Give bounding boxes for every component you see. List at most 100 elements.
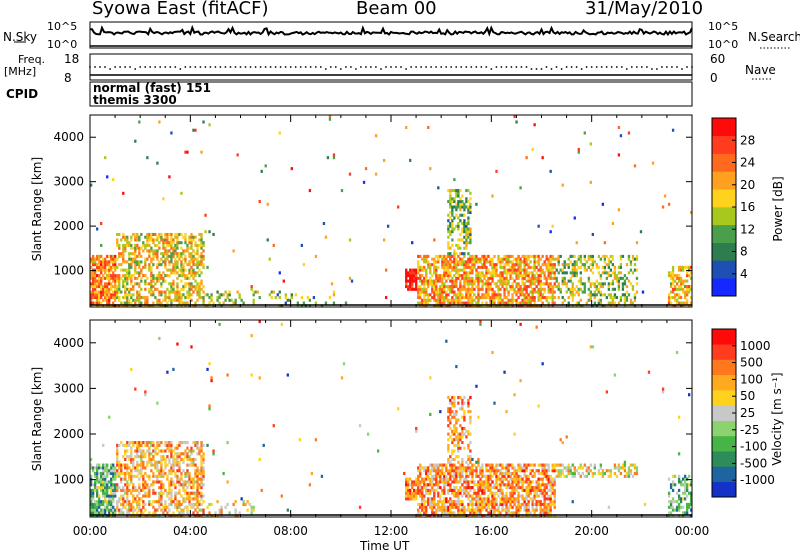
- heatmap-cell: [487, 268, 490, 272]
- heatmap-cell: [186, 301, 189, 305]
- heatmap-cell: [497, 488, 500, 492]
- heatmap-cell: [174, 491, 177, 495]
- heatmap-cell: [455, 365, 458, 369]
- heatmap-cell: [138, 246, 141, 250]
- heatmap-cell: [421, 486, 424, 490]
- heatmap-cell: [569, 254, 572, 258]
- heatmap-cell: [465, 477, 468, 481]
- heatmap-cell: [429, 279, 432, 283]
- heatmap-cell: [116, 486, 119, 490]
- heatmap-cell: [447, 446, 450, 450]
- heatmap-cell: [124, 505, 127, 509]
- heatmap-cell: [527, 483, 530, 487]
- heatmap-cell: [419, 463, 422, 467]
- heatmap-cell: [667, 494, 671, 498]
- heatmap-cell: [102, 443, 105, 447]
- heatmap-cell: [202, 511, 205, 515]
- heatmap-cell: [487, 500, 490, 504]
- heatmap-cell: [172, 246, 175, 250]
- heatmap-cell: [511, 505, 514, 509]
- heatmap-cell: [192, 260, 195, 264]
- heatmap-cell: [679, 285, 683, 289]
- heatmap-cell: [543, 497, 546, 501]
- heatmap-cell: [92, 257, 95, 261]
- heatmap-cell: [152, 254, 155, 258]
- heatmap-cell: [104, 265, 107, 269]
- heatmap-cell: [485, 483, 488, 487]
- heatmap-cell: [445, 500, 448, 504]
- heatmap-cell: [160, 474, 163, 478]
- heatmap-cell: [162, 505, 165, 509]
- heatmap-cell: [629, 263, 633, 267]
- heatmap-cell: [102, 304, 105, 308]
- heatmap-cell: [106, 471, 109, 476]
- heatmap-cell: [449, 426, 452, 431]
- heatmap-cell: [198, 449, 201, 453]
- heatmap-cell: [463, 221, 466, 226]
- heatmap-cell: [116, 274, 119, 278]
- heatmap-cell: [176, 238, 179, 242]
- heatmap-cell: [467, 494, 470, 498]
- heatmap-cell: [186, 246, 189, 250]
- heatmap-cell: [435, 463, 438, 467]
- heatmap-cell: [557, 463, 560, 467]
- heatmap-cell: [160, 282, 163, 286]
- heatmap-cell: [677, 293, 681, 297]
- heatmap-cell: [449, 497, 452, 501]
- heatmap-cell: [162, 241, 165, 245]
- heatmap-cell: [669, 285, 673, 289]
- heatmap-cell: [451, 491, 454, 495]
- heatmap-cell: [106, 293, 109, 297]
- heatmap-cell: [176, 463, 179, 467]
- heatmap-cell: [427, 474, 430, 478]
- heatmap-cell: [174, 243, 177, 247]
- heatmap-cell: [150, 293, 153, 297]
- heatmap-cell: [441, 480, 444, 484]
- heatmap-cell: [415, 488, 418, 492]
- heatmap-cell: [431, 480, 434, 484]
- heatmap-cell: [505, 466, 508, 470]
- heatmap-cell: [685, 502, 689, 507]
- heatmap-cell: [423, 483, 426, 487]
- heatmap-cell: [633, 298, 637, 302]
- heatmap-cell: [507, 505, 510, 509]
- heatmap-cell: [250, 285, 253, 289]
- heatmap-cell: [479, 502, 482, 507]
- heatmap-cell: [280, 304, 283, 308]
- heatmap-cell: [679, 279, 683, 283]
- heatmap-cell: [252, 293, 255, 297]
- heatmap-cell: [120, 463, 123, 467]
- heatmap-cell: [493, 466, 496, 470]
- heatmap-cell: [437, 279, 440, 283]
- heatmap-cell: [477, 290, 480, 294]
- heatmap-cell: [441, 502, 444, 507]
- heatmap-cell: [463, 219, 466, 223]
- heatmap-cell: [104, 296, 107, 300]
- heatmap-cell: [212, 304, 215, 308]
- heatmap-cell: [140, 474, 143, 478]
- heatmap-cell: [517, 486, 520, 490]
- heatmap-cell: [413, 491, 416, 495]
- heatmap-cell: [515, 282, 518, 286]
- heatmap-cell: [92, 511, 95, 515]
- heatmap-cell: [551, 287, 554, 291]
- heatmap-cell: [487, 505, 490, 509]
- heatmap-cell: [549, 508, 552, 512]
- heatmap-cell: [511, 271, 514, 275]
- heatmap-cell: [439, 505, 442, 509]
- heatmap-cell: [166, 474, 169, 478]
- heatmap-cell: [168, 274, 171, 278]
- heatmap-cell: [487, 260, 490, 264]
- heatmap-cell: [457, 471, 460, 476]
- heatmap-cell: [152, 238, 155, 242]
- heatmap-cell: [465, 221, 468, 226]
- heatmap-cell: [513, 491, 516, 495]
- heatmap-cell: [94, 276, 97, 280]
- heatmap-cell: [176, 460, 179, 464]
- heatmap-cell: [617, 125, 621, 130]
- heatmap-cell: [673, 304, 677, 308]
- heatmap-cell: [192, 502, 195, 507]
- heatmap-cell: [116, 238, 119, 242]
- heatmap-cell: [140, 455, 143, 459]
- heatmap-cell: [671, 508, 675, 512]
